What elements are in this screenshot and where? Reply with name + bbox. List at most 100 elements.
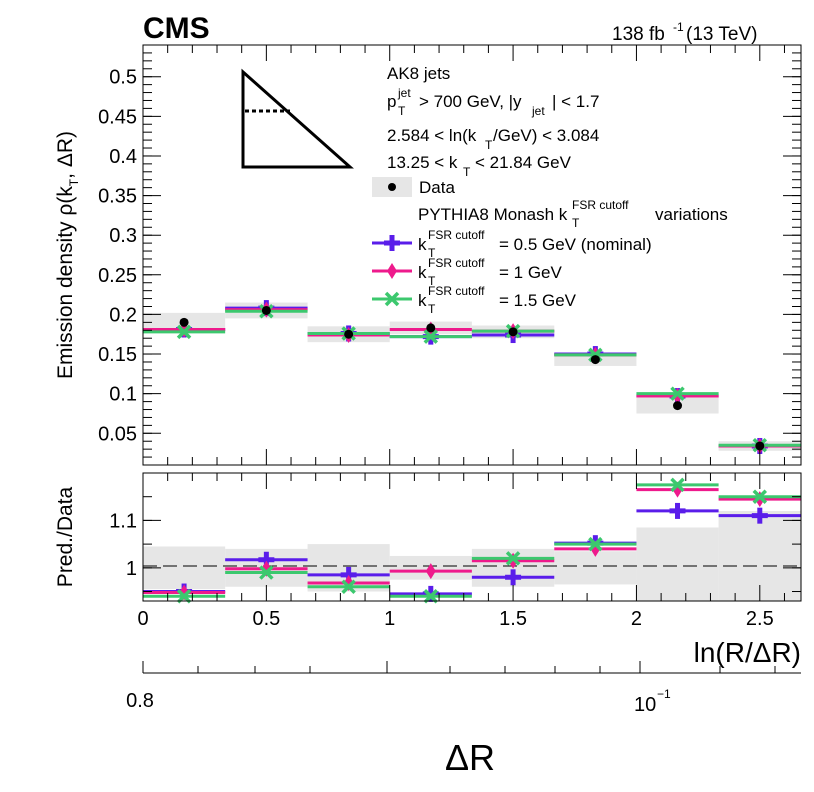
legend-label: = 1 GeV <box>499 263 563 282</box>
ratio-band-bin <box>636 527 719 601</box>
ratio-frame <box>142 472 802 602</box>
y-axis-label-ratio: Pred./Data <box>54 486 77 587</box>
svg-text:Emission density ρ(kT, ΔR): Emission density ρ(kT, ΔR) <box>54 131 81 379</box>
main-frame <box>142 44 802 466</box>
ratio-marker <box>752 489 768 504</box>
x-tick-label: 1.5 <box>499 608 527 630</box>
delta-r-tick-0.1: 10 −1 <box>634 687 671 716</box>
legend-sub: T <box>428 246 436 260</box>
svg-text:10: 10 <box>634 694 656 716</box>
data-point <box>590 355 600 365</box>
info-pt-cut: p jet T > 700 GeV, |y jet | < 1.7 <box>387 86 599 118</box>
data-point <box>755 441 765 451</box>
svg-text:variations: variations <box>655 205 728 224</box>
svg-text:/GeV) < 3.084: /GeV) < 3.084 <box>493 126 599 145</box>
legend-sup: FSR cutoff <box>428 228 485 242</box>
svg-text:| < 1.7: | < 1.7 <box>552 92 599 111</box>
delta-r-ticks <box>142 661 776 673</box>
y-tick-label: 0.1 <box>109 384 137 406</box>
y-tick-label: 0.45 <box>98 106 137 128</box>
svg-text:13.25 < k: 13.25 < k <box>387 153 458 172</box>
data-point <box>261 305 271 315</box>
ratio-series <box>143 477 801 604</box>
delta-r-label: ΔR <box>445 737 495 778</box>
legend-marker <box>384 235 400 251</box>
legend-entry-1: k FSR cutoff T = 1 GeV <box>372 256 563 288</box>
ratio-y-tick-label: 1 <box>126 558 137 580</box>
ratio-marker <box>505 569 522 586</box>
ratio-marker <box>751 507 768 524</box>
svg-text:T: T <box>572 216 580 230</box>
svg-text:T: T <box>398 104 406 118</box>
series-0 <box>143 300 801 454</box>
svg-text:PYTHIA8 Monash k: PYTHIA8 Monash k <box>418 205 568 224</box>
info-jets: AK8 jets <box>387 64 450 83</box>
data-point <box>344 329 354 339</box>
y-tick-label: 0.35 <box>98 186 137 208</box>
data-point <box>673 401 683 411</box>
legend-group-title: PYTHIA8 Monash k FSR cutoff T variations <box>418 198 728 230</box>
y-axis-label-main: Emission density ρ(kT, ΔR) <box>54 131 81 379</box>
legend: Data PYTHIA8 Monash k FSR cutoff T varia… <box>372 177 728 316</box>
svg-text:T: T <box>485 138 493 152</box>
ratio-marker <box>176 589 192 604</box>
y-tick-label: 0.3 <box>109 225 137 247</box>
x-axis-label: ln(R/ΔR) <box>694 637 801 668</box>
legend-data-label: Data <box>419 178 455 197</box>
legend-sub: T <box>428 274 436 288</box>
data-point <box>179 317 189 327</box>
legend-marker <box>387 263 397 279</box>
x-tick-label: 0 <box>137 608 148 630</box>
y-tick-label: 0.05 <box>98 423 137 445</box>
x-tick-label: 2 <box>631 608 642 630</box>
y-tick-label: 0.2 <box>109 304 137 326</box>
delta-r-axis: 0.8 10 −1 ΔR <box>126 661 801 778</box>
y-tick-label: 0.5 <box>109 67 137 89</box>
y-tick-label: 0.15 <box>98 344 137 366</box>
ratio-marker <box>669 502 686 519</box>
svg-text:> 700 GeV, |y: > 700 GeV, |y <box>419 92 522 111</box>
legend-marker <box>384 291 400 307</box>
ratio-x-ticks: 0 0.5 1 1.5 2 2.5 <box>137 473 785 630</box>
ratio-series-2 <box>143 477 801 604</box>
legend-k: k <box>418 263 427 282</box>
legend-label: = 1.5 GeV <box>499 291 577 310</box>
legend-entry-2: k FSR cutoff T = 1.5 GeV <box>372 284 577 316</box>
ratio-marker <box>259 565 274 580</box>
lumi-exponent: -1 <box>673 20 684 34</box>
series-marker <box>423 329 439 344</box>
main-y-ticks: 0.05 0.1 0.15 0.2 0.25 0.3 0.35 0.4 0.45 0.5 <box>98 52 801 458</box>
ratio-y-tick-label: 1.1 <box>109 510 137 532</box>
legend-sub: T <box>428 302 436 316</box>
ratio-marker <box>670 477 685 493</box>
data-points <box>179 305 765 451</box>
svg-text:FSR cutoff: FSR cutoff <box>572 198 629 212</box>
legend-entry-0: k FSR cutoff T = 0.5 GeV (nominal) <box>372 228 652 260</box>
data-uncertainty-band <box>143 302 801 451</box>
svg-text:2.584 < ln(k: 2.584 < ln(k <box>387 126 477 145</box>
lumi-energy: (13 TeV) <box>686 24 757 45</box>
ratio-uncertainty-band <box>143 510 801 601</box>
legend-data-marker <box>388 183 396 191</box>
y-tick-label: 0.25 <box>98 265 137 287</box>
lund-plane-triangle-icon <box>241 68 354 169</box>
info-lnkt-range: 2.584 < ln(k T /GeV) < 3.084 <box>387 126 599 152</box>
x-tick-label: 0.5 <box>252 608 280 630</box>
series-marker <box>670 386 685 401</box>
legend-sup: FSR cutoff <box>428 256 485 270</box>
legend-data: Data <box>372 177 455 197</box>
svg-text:T: T <box>463 165 471 179</box>
ratio-marker <box>588 536 603 552</box>
experiment-label: CMS <box>143 12 210 45</box>
ratio-y-ticks: 11.1 <box>109 496 801 593</box>
delta-r-tick-0.8: 0.8 <box>126 690 154 712</box>
ratio-marker <box>341 579 356 595</box>
main-x-ticks <box>142 45 785 465</box>
x-tick-label: 2.5 <box>746 608 774 630</box>
ratio-marker <box>505 551 521 566</box>
lumi-value: 138 fb <box>612 24 665 45</box>
svg-text:jet: jet <box>531 104 545 118</box>
info-kt-range: 13.25 < k T < 21.84 GeV <box>387 153 572 179</box>
